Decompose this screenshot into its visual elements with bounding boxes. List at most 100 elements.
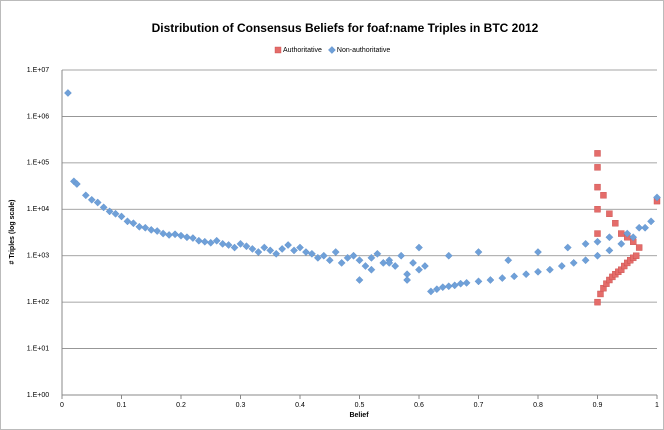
x-tick-label: 0 (60, 402, 64, 409)
point (594, 206, 601, 213)
point (296, 243, 304, 252)
point (605, 233, 614, 242)
point (647, 217, 655, 226)
point (617, 239, 626, 248)
point (612, 220, 619, 227)
point (105, 207, 114, 216)
point (522, 270, 530, 279)
point (629, 233, 638, 242)
point (415, 243, 423, 252)
point (189, 234, 197, 242)
point (546, 265, 554, 274)
point (272, 249, 281, 258)
x-tick-label: 0.2 (176, 402, 186, 409)
y-tick-label: 1.E+06 (27, 113, 49, 120)
point (415, 265, 423, 274)
point (391, 262, 400, 270)
point (135, 222, 144, 231)
point (600, 192, 607, 199)
point (594, 230, 601, 237)
legend-marker (328, 46, 336, 54)
point (444, 251, 453, 260)
point (93, 198, 102, 207)
point (337, 259, 346, 267)
point (421, 262, 429, 270)
point (486, 276, 495, 284)
point (355, 276, 364, 284)
point (367, 265, 376, 274)
point (355, 256, 364, 265)
point (117, 212, 126, 221)
point (606, 210, 613, 217)
point (456, 279, 465, 288)
point (474, 248, 483, 256)
point (123, 217, 132, 226)
point (385, 259, 394, 267)
point (308, 249, 316, 258)
y-tick-label: 1.E+00 (27, 392, 49, 399)
point (284, 241, 292, 249)
point (177, 231, 185, 240)
point (165, 231, 173, 239)
point (183, 233, 191, 242)
x-tick-label: 0.9 (593, 402, 603, 409)
point (218, 239, 227, 248)
point (432, 285, 441, 294)
x-tick-label: 0.8 (533, 402, 543, 409)
point (200, 237, 209, 246)
y-tick-label: 1.E+04 (27, 206, 49, 213)
point (129, 219, 138, 228)
point (141, 223, 150, 232)
legend: Authoritative Non-authoritative (274, 46, 390, 54)
point (504, 256, 513, 265)
point (397, 251, 406, 260)
point (594, 150, 601, 157)
point (557, 262, 566, 270)
point (635, 244, 643, 251)
x-tick-label: 1 (655, 402, 659, 409)
point (206, 238, 215, 247)
y-axis-label: # Triples (log scale) (9, 200, 16, 265)
point (349, 251, 358, 260)
point (367, 253, 376, 262)
point (159, 229, 168, 238)
point (605, 246, 614, 255)
point (266, 246, 275, 255)
point (450, 281, 459, 290)
point (147, 226, 156, 234)
point (409, 259, 417, 267)
legend-label: Non-authoritative (337, 47, 390, 54)
point (248, 245, 257, 253)
point (594, 298, 601, 306)
point (343, 253, 352, 262)
chart-title: Distribution of Consensus Beliefs for fo… (152, 21, 539, 35)
x-tick-label: 0.1 (117, 402, 127, 409)
point (331, 248, 340, 256)
legend-marker (274, 46, 282, 54)
point (534, 248, 542, 256)
point (641, 223, 649, 232)
point (593, 251, 602, 260)
point (260, 243, 269, 252)
x-tick-label: 0.7 (474, 402, 484, 409)
y-tick-label: 1.E+02 (27, 299, 49, 306)
point (254, 248, 263, 256)
point (563, 243, 572, 252)
point (581, 256, 590, 265)
point (498, 274, 507, 282)
point (302, 248, 310, 256)
point (361, 262, 370, 270)
point (224, 241, 233, 249)
point (594, 183, 601, 191)
y-tick-label: 1.E+07 (27, 67, 49, 74)
point (462, 278, 471, 287)
point (581, 239, 590, 248)
x-tick-label: 0.5 (355, 402, 365, 409)
point (635, 223, 644, 232)
point (632, 252, 640, 259)
x-tick-label: 0.4 (295, 402, 305, 409)
point (81, 191, 90, 200)
point (325, 256, 334, 265)
